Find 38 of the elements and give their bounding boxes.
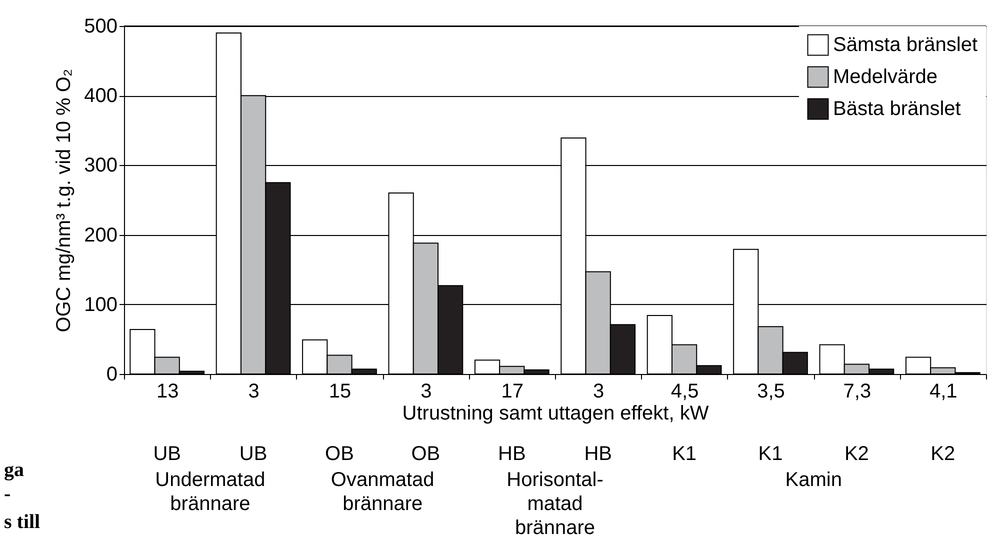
text: K2 — [844, 443, 869, 465]
text: UB — [239, 443, 268, 465]
text: OB — [411, 443, 440, 465]
text: HB — [498, 443, 526, 465]
text: Ovanmatad brännare — [330, 469, 434, 515]
x-tick-label: 15 — [328, 380, 352, 402]
y-tick-label: 500 — [84, 16, 118, 38]
text: OB — [325, 443, 354, 465]
y-tick-label: 100 — [84, 294, 118, 316]
x-tick-label: 7,3 — [843, 380, 872, 402]
x-tick-label: 3 — [248, 380, 260, 402]
text: K1 — [672, 443, 697, 465]
x-tick-label: 4,5 — [670, 380, 699, 402]
text: Kamin — [785, 469, 842, 491]
text: ga — [4, 459, 24, 481]
y-tick-label: 200 — [84, 224, 118, 246]
text: UB — [153, 443, 181, 465]
y-tick-label: 0 — [106, 364, 118, 386]
legend-label: Bästa bränslet — [833, 98, 962, 120]
text: K2 — [930, 443, 956, 465]
text: s till — [4, 511, 41, 533]
text: HB — [584, 443, 612, 465]
x-tick-label: 13 — [156, 380, 179, 402]
x-tick-label: 17 — [501, 380, 524, 402]
text: Horisontal- matad brännare — [506, 469, 604, 539]
x-axis-title: Utrustning samt uttagen effekt, kW — [402, 402, 709, 424]
x-tick-label: 3 — [420, 380, 432, 402]
y-tick-label: 400 — [84, 85, 118, 108]
text: Undermatad brännare — [155, 469, 266, 515]
x-tick-label: 3,5 — [757, 380, 785, 402]
text: K1 — [758, 443, 783, 465]
text: - — [4, 483, 11, 505]
x-tick-label: 4,1 — [929, 380, 958, 402]
legend-label: Medelvärde — [833, 66, 938, 88]
y-tick-label: 300 — [84, 154, 118, 177]
y-axis-title: OGC mg/nm³ t.g. vid 10 % O₂ — [53, 68, 76, 332]
legend-label: Sämsta bränslet — [833, 34, 978, 56]
x-tick-label: 3 — [593, 380, 604, 402]
